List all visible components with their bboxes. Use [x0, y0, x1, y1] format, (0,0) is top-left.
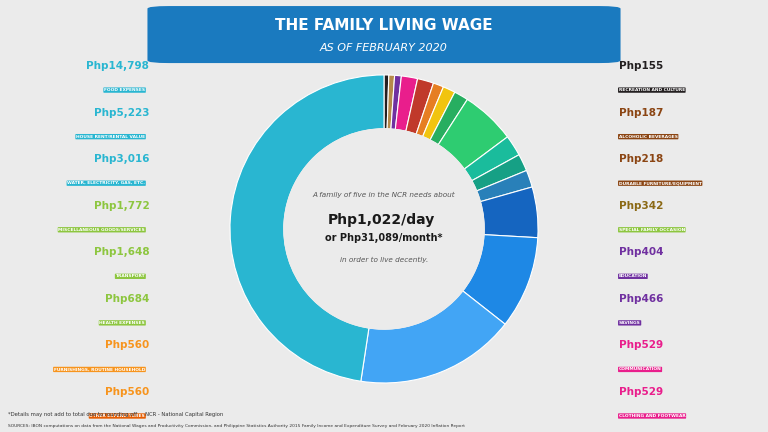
Text: FOOD EXPENSES: FOOD EXPENSES	[104, 88, 145, 92]
Text: Php560: Php560	[105, 387, 149, 397]
Text: in order to live decently.: in order to live decently.	[340, 257, 428, 263]
Wedge shape	[384, 75, 389, 129]
Text: Php560: Php560	[105, 340, 149, 350]
Text: SAVINGS: SAVINGS	[619, 321, 641, 325]
Text: Php529: Php529	[619, 340, 663, 350]
Wedge shape	[462, 235, 538, 324]
Wedge shape	[387, 75, 395, 129]
Text: Php14,798: Php14,798	[87, 61, 149, 71]
Text: Php684: Php684	[105, 294, 149, 304]
Wedge shape	[464, 137, 519, 181]
Text: SOURCES: IBON computations on data from the National Wages and Productivity Comm: SOURCES: IBON computations on data from …	[8, 424, 465, 428]
Circle shape	[284, 129, 484, 329]
Wedge shape	[406, 79, 433, 134]
Text: Php342: Php342	[619, 201, 663, 211]
Text: HOUSE RENT/RENTAL VALUE: HOUSE RENT/RENTAL VALUE	[76, 135, 145, 139]
Wedge shape	[472, 155, 527, 191]
Text: TRANSPORT: TRANSPORT	[115, 274, 145, 278]
FancyBboxPatch shape	[147, 6, 621, 63]
Text: FURNISHINGS, ROUTINE HOUSEHOLD: FURNISHINGS, ROUTINE HOUSEHOLD	[54, 368, 145, 372]
Text: AS OF FEBRUARY 2020: AS OF FEBRUARY 2020	[320, 42, 448, 53]
Text: RECREATION AND CULTURE: RECREATION AND CULTURE	[619, 88, 685, 92]
Text: Php529: Php529	[619, 387, 663, 397]
Wedge shape	[430, 92, 468, 145]
Text: Php1,648: Php1,648	[94, 247, 149, 257]
Wedge shape	[361, 291, 505, 383]
Text: THE FAMILY LIVING WAGE: THE FAMILY LIVING WAGE	[275, 18, 493, 33]
Text: Php187: Php187	[619, 108, 663, 118]
Wedge shape	[480, 187, 538, 238]
Text: HEALTH EXPENSES: HEALTH EXPENSES	[99, 321, 145, 325]
Text: Php155: Php155	[619, 61, 663, 71]
Text: A family of five in the NCR needs about: A family of five in the NCR needs about	[313, 192, 455, 198]
Text: Php1,772: Php1,772	[94, 201, 149, 211]
Text: EDUCATION: EDUCATION	[619, 274, 647, 278]
Text: OTHER EXPENDITURES: OTHER EXPENDITURES	[89, 414, 145, 418]
Wedge shape	[396, 76, 418, 131]
Text: Php3,016: Php3,016	[94, 154, 149, 164]
Text: DURABLE FURNITURE/EQUIPMENT: DURABLE FURNITURE/EQUIPMENT	[619, 181, 702, 185]
Text: SPECIAL FAMILY OCCASION: SPECIAL FAMILY OCCASION	[619, 228, 685, 232]
Wedge shape	[416, 83, 443, 137]
Text: COMMUNICATION: COMMUNICATION	[619, 368, 661, 372]
Text: Php1,022/day: Php1,022/day	[327, 213, 435, 227]
Text: Php404: Php404	[619, 247, 664, 257]
Text: ALCOHOLIC BEVERAGES: ALCOHOLIC BEVERAGES	[619, 135, 677, 139]
Wedge shape	[422, 87, 455, 140]
Wedge shape	[230, 75, 384, 381]
Wedge shape	[477, 171, 532, 202]
Text: Php218: Php218	[619, 154, 663, 164]
Text: Php5,223: Php5,223	[94, 108, 149, 118]
Wedge shape	[391, 75, 402, 130]
Text: *Details may not add to total due to rounding off     NCR - National Capital Reg: *Details may not add to total due to rou…	[8, 412, 223, 416]
Text: or Php31,089/month*: or Php31,089/month*	[326, 233, 442, 243]
Wedge shape	[439, 99, 508, 169]
Text: Php466: Php466	[619, 294, 663, 304]
Text: MISCELLANEOUS GOODS/SERVICES: MISCELLANEOUS GOODS/SERVICES	[58, 228, 145, 232]
Text: CLOTHING AND FOOTWEAR: CLOTHING AND FOOTWEAR	[619, 414, 686, 418]
Text: WATER, ELECTRICITY, GAS, ETC.: WATER, ELECTRICITY, GAS, ETC.	[68, 181, 145, 185]
